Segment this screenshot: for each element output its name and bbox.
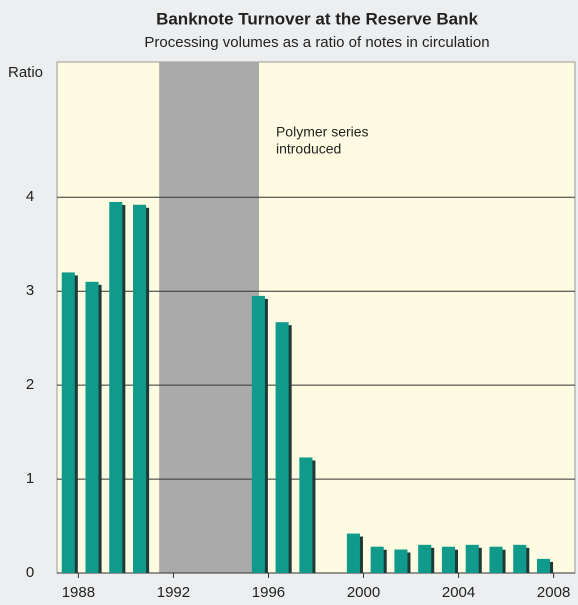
bar [513, 544, 527, 573]
shaded-period [159, 62, 259, 573]
x-tick-label: 1988 [62, 584, 95, 601]
x-tick-label: 2004 [442, 584, 475, 601]
bar [370, 546, 384, 573]
bar [275, 322, 289, 573]
y-tick-label: 2 [26, 376, 34, 393]
bar [299, 457, 313, 573]
bar [394, 549, 408, 573]
bar [61, 272, 75, 573]
y-tick-label: 0 [26, 564, 34, 581]
bar [85, 281, 99, 573]
x-tick-label: 2008 [537, 584, 570, 601]
annotation: Polymer series [276, 124, 369, 140]
bar [465, 544, 479, 573]
x-tick-label: 1992 [157, 584, 190, 601]
bar [418, 544, 432, 573]
y-tick-label: 3 [26, 282, 34, 299]
y-axis-label: Ratio [8, 64, 43, 81]
chart-subtitle: Processing volumes as a ratio of notes i… [144, 34, 489, 51]
x-tick-label: 2000 [347, 584, 380, 601]
bar [133, 204, 147, 573]
bar [346, 533, 360, 573]
x-tick-label: 1996 [252, 584, 285, 601]
annotation: introduced [276, 141, 341, 157]
bar [536, 558, 551, 573]
bar [489, 546, 503, 573]
bar [251, 295, 265, 573]
y-tick-label: 1 [26, 470, 34, 487]
chart-title: Banknote Turnover at the Reserve Bank [156, 9, 478, 28]
y-tick-label: 4 [26, 188, 34, 205]
bar [109, 201, 123, 573]
bar [441, 546, 456, 573]
